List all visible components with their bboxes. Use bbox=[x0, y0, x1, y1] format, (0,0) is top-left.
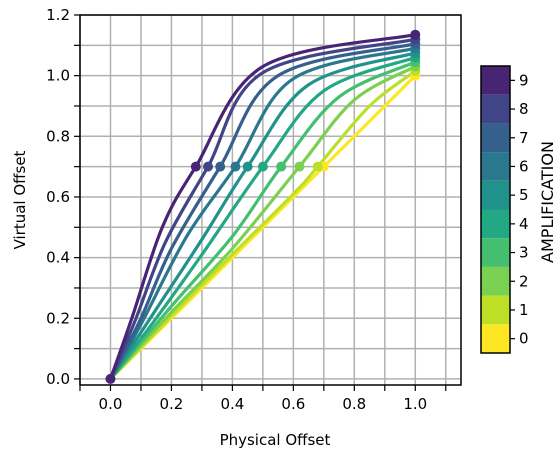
mid-marker-9 bbox=[190, 161, 201, 172]
series-line-3 bbox=[108, 60, 417, 381]
y-tick-label: 0.6 bbox=[46, 188, 70, 206]
colorbar-swatch-8 bbox=[481, 94, 510, 124]
y-tick-label: 1.0 bbox=[46, 67, 70, 85]
x-axis: 0.0 0.2 0.4 0.6 0.8 1.0 bbox=[79, 385, 447, 413]
colorbar-tick-label: 0 bbox=[519, 330, 529, 348]
series-line-1 bbox=[108, 69, 417, 381]
x-tick-label: 0.4 bbox=[220, 395, 244, 413]
mid-marker-4 bbox=[257, 161, 268, 172]
plot-frame bbox=[79, 14, 462, 386]
mid-marker-8 bbox=[203, 161, 214, 172]
colorbar-tick-label: 6 bbox=[519, 157, 529, 175]
x-tick-label: 0.0 bbox=[99, 395, 123, 413]
mid-marker-6 bbox=[230, 161, 241, 172]
mid-marker-1 bbox=[312, 161, 323, 172]
y-tick-label: 0.0 bbox=[46, 370, 70, 388]
series-line-8 bbox=[108, 37, 417, 381]
y-tick-label: 1.2 bbox=[46, 6, 70, 24]
colorbar-swatch-2 bbox=[481, 266, 510, 296]
colorbar-frame bbox=[480, 65, 511, 354]
mid-marker-5 bbox=[242, 161, 253, 172]
colorbar-tick-label: 5 bbox=[519, 186, 529, 204]
colorbar-swatch-3 bbox=[481, 238, 510, 267]
mid-marker-7 bbox=[215, 161, 226, 172]
colorbar-swatch-4 bbox=[481, 209, 510, 239]
series-line-4 bbox=[108, 55, 417, 381]
colorbar: 0 1 2 3 4 5 6 7 8 9 bbox=[480, 65, 529, 354]
colorbar-tick-label: 2 bbox=[519, 272, 529, 290]
colorbar-tick-label: 4 bbox=[519, 215, 529, 233]
x-axis-label: Physical Offset bbox=[220, 431, 331, 449]
colorbar-tick-label: 7 bbox=[519, 129, 529, 147]
mid-marker-3 bbox=[276, 161, 287, 172]
y-axis-label: Virtual Offset bbox=[11, 150, 29, 249]
series-line-5 bbox=[108, 51, 417, 381]
x-tick-label: 0.6 bbox=[281, 395, 305, 413]
series-line-7 bbox=[108, 42, 417, 381]
colorbar-swatch-6 bbox=[481, 152, 510, 181]
series-line-2 bbox=[108, 64, 417, 381]
x-tick-label: 0.2 bbox=[160, 395, 184, 413]
colorbar-swatch-7 bbox=[481, 123, 510, 153]
colorbar-swatch-5 bbox=[481, 180, 510, 210]
mid-marker-2 bbox=[294, 161, 305, 172]
colorbar-tick-label: 1 bbox=[519, 301, 529, 319]
colorbar-swatch-1 bbox=[481, 295, 510, 325]
y-tick-label: 0.8 bbox=[46, 127, 70, 145]
x-tick-label: 0.8 bbox=[342, 395, 366, 413]
y-tick-label: 0.4 bbox=[46, 249, 70, 267]
colorbar-tick-label: 8 bbox=[519, 100, 529, 118]
series-markers bbox=[105, 29, 421, 384]
y-axis: 0.0 0.2 0.4 0.6 0.8 1.0 1.2 bbox=[46, 6, 80, 388]
x-tick-label: 1.0 bbox=[403, 395, 427, 413]
colorbar-tick-label: 3 bbox=[519, 244, 529, 262]
series-lines bbox=[108, 33, 417, 381]
colorbar-swatch-9 bbox=[481, 66, 510, 95]
colorbar-swatch-0 bbox=[481, 324, 510, 353]
origin-marker bbox=[105, 373, 116, 384]
colorbar-tick-label: 9 bbox=[519, 71, 529, 89]
colorbar-label: AMPLIFICATION bbox=[538, 141, 557, 263]
y-tick-label: 0.2 bbox=[46, 309, 70, 327]
series-line-6 bbox=[108, 46, 417, 381]
series-line-9 bbox=[108, 33, 417, 381]
end-marker-9 bbox=[410, 29, 421, 40]
